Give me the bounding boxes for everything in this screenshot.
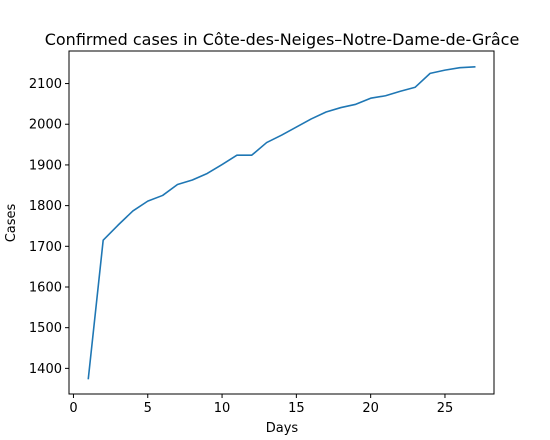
x-tick-label: 20 bbox=[362, 401, 379, 416]
y-tick-label: 1900 bbox=[29, 158, 62, 173]
series-line-0 bbox=[87, 66, 476, 380]
y-axis-label: Cases bbox=[4, 203, 19, 242]
y-tick-label: 2100 bbox=[29, 77, 62, 92]
x-tick-label: 25 bbox=[437, 401, 454, 416]
y-tick-label: 1400 bbox=[29, 362, 62, 377]
chart-title: Confirmed cases in Côte-des-Neiges–Notre… bbox=[45, 30, 520, 49]
y-tick-label: 2000 bbox=[29, 118, 62, 133]
y-tick-label: 1800 bbox=[29, 199, 62, 214]
x-tick-label: 15 bbox=[288, 401, 305, 416]
y-tick-label: 1700 bbox=[29, 240, 62, 255]
x-tick-label: 0 bbox=[69, 401, 77, 416]
y-tick-label: 1600 bbox=[29, 280, 62, 295]
y-tick-label: 1500 bbox=[29, 321, 62, 336]
plot-area: 0 5 10 15 20 25 1400 1500 1600 1700 1800 1900 2000 21… bbox=[29, 50, 495, 416]
x-tick-label: 5 bbox=[144, 401, 152, 416]
axes-frame bbox=[68, 50, 495, 395]
x-tick-label: 10 bbox=[214, 401, 231, 416]
x-axis-label: Days bbox=[266, 421, 299, 436]
